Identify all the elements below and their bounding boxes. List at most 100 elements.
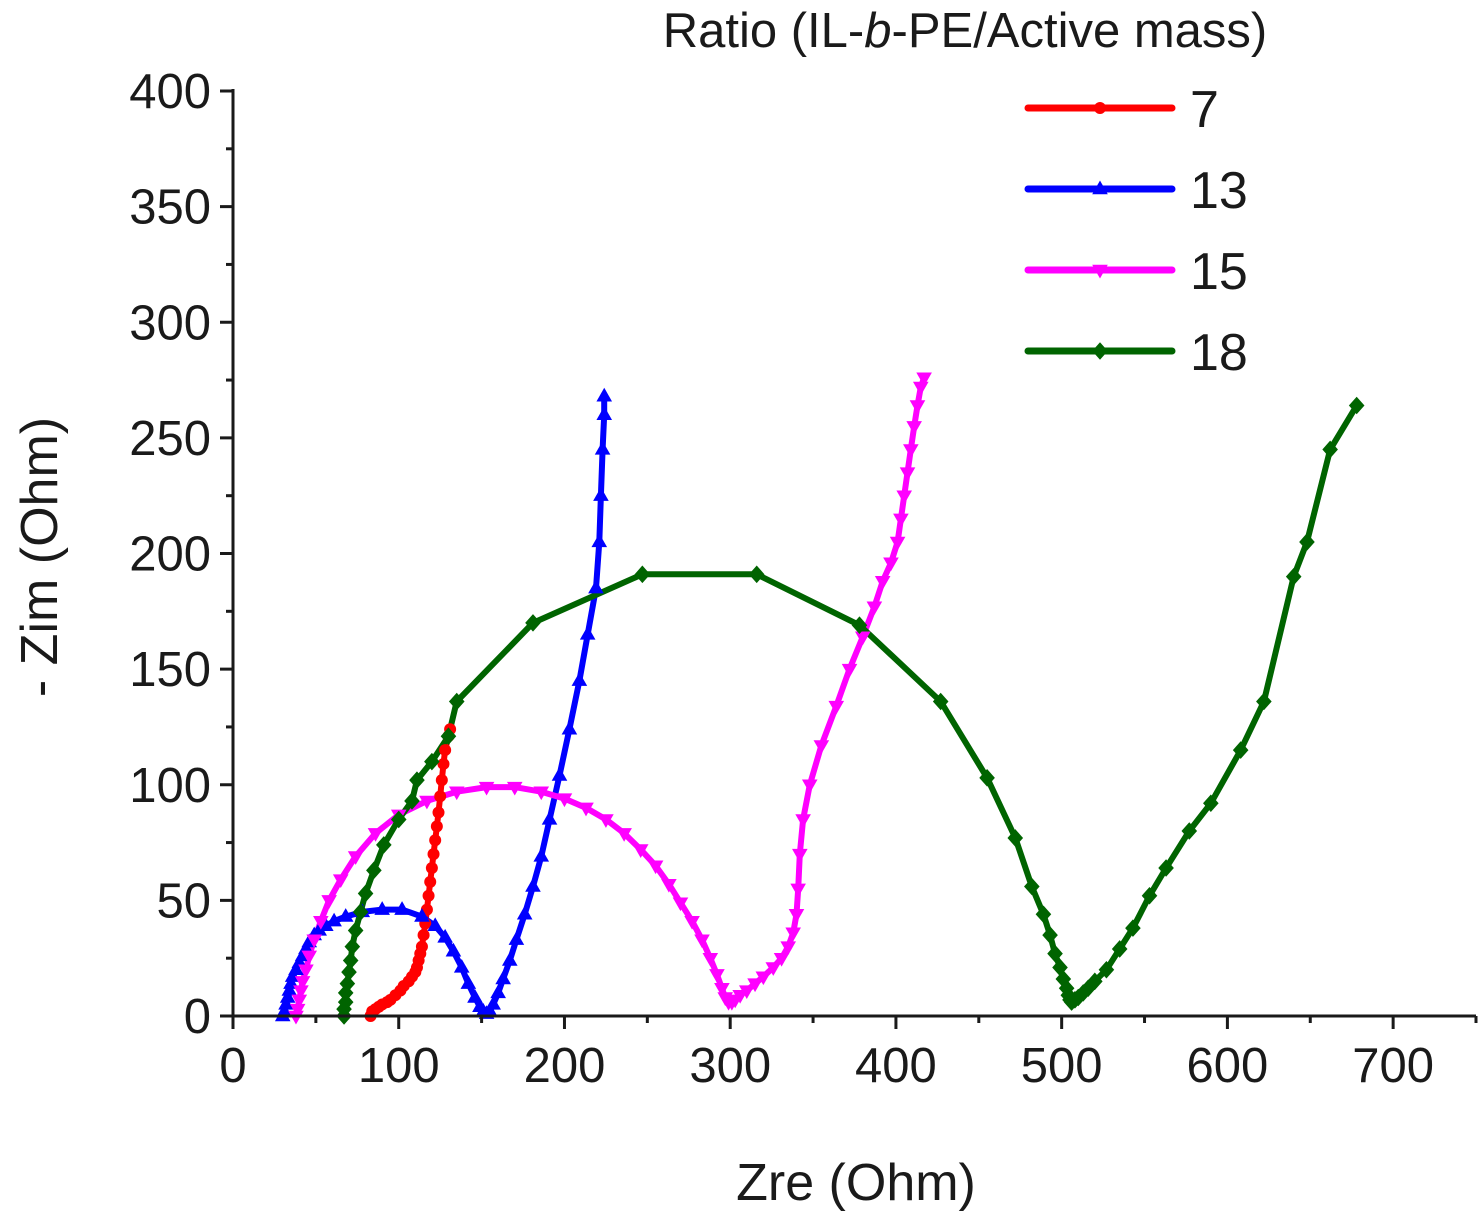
data-point-15 (883, 557, 899, 572)
data-point-15 (813, 740, 830, 754)
data-point-18 (347, 921, 364, 940)
legend-item-18: 18 (1024, 324, 1248, 382)
data-point-13 (533, 847, 550, 862)
data-point-13 (588, 579, 604, 594)
y-tick-label: 400 (129, 65, 211, 119)
data-point-13 (525, 878, 541, 892)
data-point-15 (788, 909, 805, 923)
data-point-13 (593, 487, 609, 501)
data-point-13 (551, 767, 568, 781)
data-point-18 (1256, 692, 1272, 711)
data-point-15 (738, 985, 755, 1000)
data-point-15 (709, 969, 725, 983)
data-point-15 (347, 851, 364, 865)
x-tick-label: 0 (219, 1039, 246, 1093)
data-point-18 (1087, 972, 1103, 991)
data-point-18 (1299, 533, 1315, 551)
legend-label: 7 (1190, 81, 1219, 139)
data-point-13 (495, 970, 511, 985)
data-point-18 (1047, 944, 1063, 963)
data-point-15 (874, 576, 891, 590)
data-point-15 (301, 950, 318, 965)
data-point-18 (1111, 940, 1128, 958)
data-point-7 (417, 929, 430, 942)
data-point-13 (508, 931, 525, 945)
legend-label: 15 (1190, 243, 1248, 301)
legend-item-15: 15 (1024, 243, 1248, 301)
series-line-18 (341, 402, 1360, 1019)
data-point-15 (694, 934, 710, 949)
data-point-18 (424, 752, 440, 771)
data-point-15 (801, 779, 818, 794)
data-point-15 (684, 915, 700, 930)
data-point-18 (525, 614, 541, 632)
legend: 7 13 15 18 (1024, 81, 1248, 382)
data-point-15 (785, 927, 801, 942)
data-point-18 (1035, 905, 1052, 924)
data-point-13 (288, 961, 304, 975)
plot-series-lines (279, 374, 1360, 1019)
data-point-15 (367, 828, 384, 842)
data-point-15 (289, 1003, 306, 1018)
data-point-15 (321, 895, 337, 909)
data-point-18 (851, 616, 868, 634)
data-point-18 (634, 565, 651, 584)
data-point-13 (596, 387, 613, 402)
data-point-15 (313, 915, 329, 930)
data-point-13 (541, 810, 558, 825)
data-point-15 (795, 814, 811, 828)
data-point-18 (357, 884, 374, 903)
data-point-15 (747, 978, 763, 993)
y-tick-label: 200 (129, 528, 211, 582)
data-point-13 (394, 901, 410, 915)
data-point-15 (765, 962, 782, 976)
legend-label: 13 (1190, 162, 1248, 220)
data-point-18 (932, 692, 949, 711)
data-point-13 (281, 982, 298, 996)
data-point-15 (896, 490, 913, 505)
data-point-15 (906, 421, 922, 435)
data-point-15 (903, 444, 919, 458)
x-tick-label: 200 (524, 1039, 606, 1093)
data-point-7 (439, 744, 452, 757)
data-point-13 (571, 672, 588, 686)
data-point-18 (344, 937, 361, 956)
data-point-13 (374, 901, 390, 915)
data-point-13 (445, 942, 462, 957)
x-tick-label: 300 (689, 1039, 771, 1093)
data-point-13 (490, 984, 506, 999)
data-point-15 (294, 976, 311, 990)
data-point-7 (429, 834, 442, 847)
data-point-7 (437, 757, 450, 770)
data-point-15 (780, 941, 797, 956)
y-axis-title: - Zim (Ohm) (11, 417, 69, 697)
data-point-15 (714, 983, 730, 997)
x-axis-title: Zre (Ohm) (736, 1154, 976, 1212)
data-point-15 (306, 934, 323, 949)
data-point-18 (409, 771, 425, 789)
data-point-15 (792, 848, 808, 863)
data-point-15 (578, 802, 594, 817)
data-point-18 (1024, 877, 1040, 896)
legend-item-7: 7 (1024, 81, 1219, 139)
data-point-15 (478, 781, 495, 796)
data-point-18 (1125, 919, 1141, 937)
data-point-18 (342, 951, 359, 970)
data-point-13 (460, 975, 477, 989)
data-point-15 (866, 601, 883, 616)
series-line-15 (293, 374, 928, 1019)
data-point-13 (516, 905, 533, 920)
x-tick-label: 400 (855, 1039, 937, 1093)
data-point-18 (1098, 960, 1115, 979)
data-point-18 (339, 974, 356, 993)
data-point-18 (404, 792, 420, 810)
y-tick-label: 250 (129, 412, 211, 466)
data-point-13 (276, 1002, 293, 1017)
x-tick-label: 500 (1021, 1039, 1103, 1093)
data-point-18 (1007, 829, 1024, 847)
data-point-15 (533, 786, 550, 801)
data-point-15 (841, 663, 858, 678)
data-point-15 (632, 844, 649, 858)
data-point-15 (661, 878, 677, 893)
data-point-18 (440, 727, 457, 745)
